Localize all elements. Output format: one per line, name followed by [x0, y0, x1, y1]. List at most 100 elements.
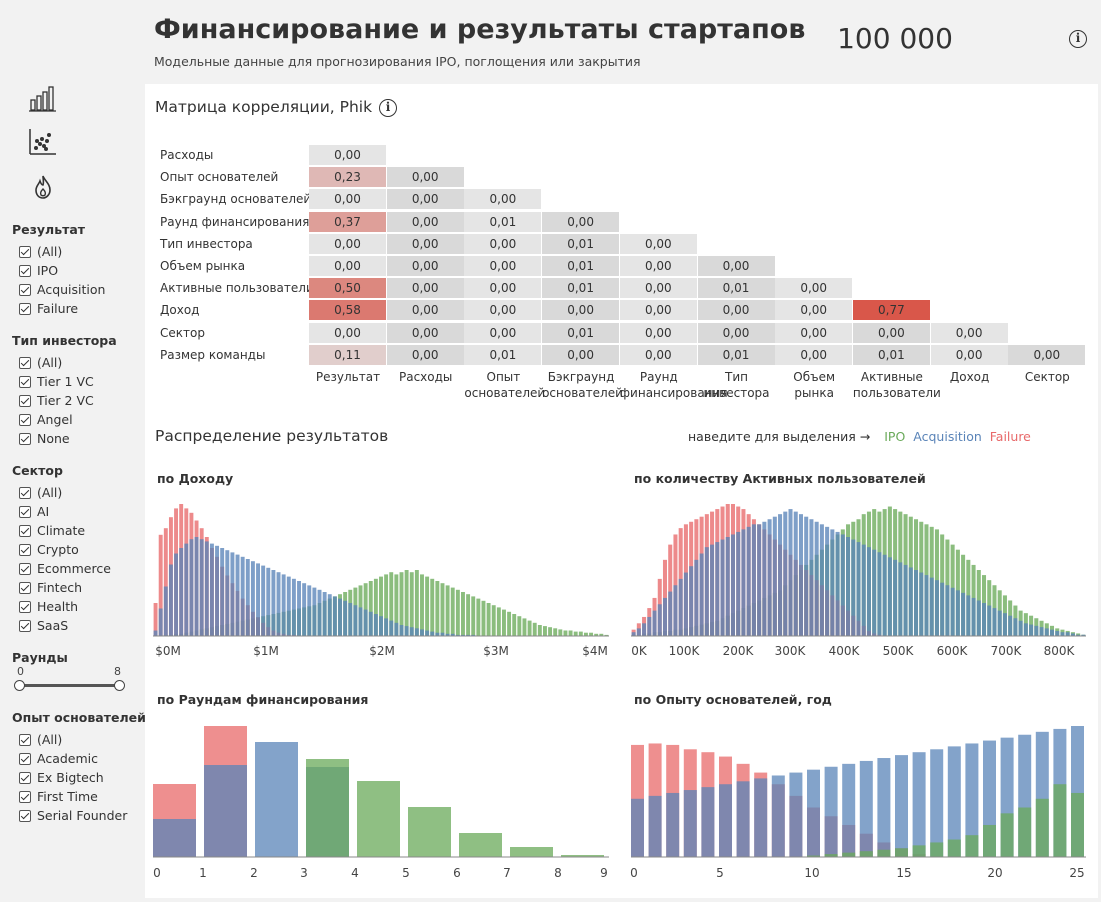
- bar-ipo[interactable]: [1018, 807, 1032, 857]
- hist-bar-acquisition[interactable]: [245, 559, 250, 636]
- bar-ipo[interactable]: [1053, 784, 1067, 857]
- hist-bar-acquisition[interactable]: [420, 629, 424, 636]
- hist-bar-acquisition[interactable]: [332, 596, 337, 636]
- hist-bar-acquisition[interactable]: [1081, 634, 1086, 636]
- matrix-cell[interactable]: 0,00: [464, 189, 542, 210]
- matrix-cell[interactable]: 0,11: [309, 344, 386, 365]
- matrix-cell[interactable]: 0,01: [542, 233, 620, 254]
- hist-bar-ipo[interactable]: [507, 611, 512, 636]
- hist-bar-ipo[interactable]: [599, 633, 604, 636]
- hist-bar-acquisition[interactable]: [793, 511, 798, 636]
- checkbox-checked-icon[interactable]: [19, 394, 31, 407]
- hist-bar-ipo[interactable]: [471, 596, 476, 636]
- bar-ipo[interactable]: [859, 851, 873, 857]
- checkbox-checked-icon[interactable]: [19, 771, 31, 784]
- scatter-icon[interactable]: [29, 129, 57, 155]
- hist-bar-acquisition[interactable]: [997, 610, 1002, 636]
- hist-bar-acquisition[interactable]: [256, 563, 260, 636]
- bar-acquisition[interactable]: [255, 742, 298, 857]
- experience-option-3[interactable]: First Time: [19, 787, 98, 806]
- hist-bar-acquisition[interactable]: [184, 543, 189, 636]
- hist-bar-ipo[interactable]: [496, 607, 501, 636]
- hist-bar-acquisition[interactable]: [1065, 632, 1070, 636]
- hist-bar-acquisition[interactable]: [668, 591, 673, 636]
- matrix-cell[interactable]: 0,00: [619, 322, 697, 343]
- hist-bar-acquisition[interactable]: [440, 632, 445, 636]
- hist-bar-acquisition[interactable]: [945, 585, 950, 636]
- matrix-cell[interactable]: 0,01: [542, 278, 620, 299]
- hist-bar-acquisition[interactable]: [767, 519, 772, 636]
- hist-bar-acquisition[interactable]: [736, 531, 741, 636]
- hist-bar-ipo[interactable]: [409, 572, 414, 636]
- hist-bar-acquisition[interactable]: [934, 580, 939, 636]
- hist-bar-acquisition[interactable]: [814, 521, 819, 636]
- bar-ipo[interactable]: [1035, 798, 1049, 857]
- filter-2-option-6[interactable]: Health: [19, 597, 78, 616]
- hist-bar-acquisition[interactable]: [898, 562, 903, 636]
- hist-bar-acquisition[interactable]: [435, 632, 440, 636]
- matrix-cell[interactable]: 0,00: [309, 145, 386, 165]
- matrix-cell[interactable]: 0,00: [386, 189, 464, 210]
- bar-acquisition[interactable]: [912, 752, 926, 857]
- hist-bar-ipo[interactable]: [491, 605, 496, 636]
- hist-bar-acquisition[interactable]: [338, 598, 342, 636]
- hist-bar-acquisition[interactable]: [772, 516, 777, 636]
- hist-bar-acquisition[interactable]: [404, 626, 409, 636]
- bar-ipo[interactable]: [1071, 792, 1084, 857]
- hist-bar-ipo[interactable]: [425, 576, 430, 636]
- hist-bar-acquisition[interactable]: [1023, 623, 1028, 636]
- matrix-cell[interactable]: 0,00: [852, 322, 930, 343]
- hist-bar-acquisition[interactable]: [394, 622, 399, 636]
- matrix-cell[interactable]: 0,00: [542, 211, 620, 232]
- hist-bar-acquisition[interactable]: [903, 564, 908, 636]
- bar-acquisition[interactable]: [930, 749, 944, 857]
- hist-bar-ipo[interactable]: [455, 589, 460, 636]
- hist-bar-acquisition[interactable]: [778, 514, 783, 636]
- bar-ipo[interactable]: [895, 848, 908, 857]
- hist-bar-ipo[interactable]: [486, 603, 491, 636]
- rounds-slider-min-handle[interactable]: [14, 680, 25, 691]
- hist-bar-acquisition[interactable]: [266, 567, 271, 636]
- matrix-cell[interactable]: 0,00: [386, 344, 464, 365]
- hist-bar-acquisition[interactable]: [1060, 632, 1065, 636]
- bar-acquisition[interactable]: [736, 781, 750, 857]
- bar-ipo[interactable]: [842, 852, 856, 857]
- flame-icon[interactable]: [33, 175, 53, 199]
- hist-bar-ipo[interactable]: [379, 576, 383, 636]
- matrix-cell[interactable]: 0,00: [1008, 344, 1086, 365]
- filter-0-option-3[interactable]: Failure: [19, 299, 78, 318]
- hist-bar-acquisition[interactable]: [189, 539, 194, 636]
- hist-bar-acquisition[interactable]: [307, 585, 312, 636]
- bar-ipo[interactable]: [807, 855, 820, 857]
- hist-bar-acquisition[interactable]: [877, 552, 882, 636]
- hist-bar-acquisition[interactable]: [636, 628, 641, 636]
- hist-bar-acquisition[interactable]: [662, 597, 668, 636]
- hist-bar-ipo[interactable]: [563, 630, 568, 637]
- filter-2-option-7[interactable]: SaaS: [19, 616, 68, 635]
- hist-bar-ipo[interactable]: [384, 574, 389, 636]
- hist-bar-acquisition[interactable]: [976, 600, 981, 636]
- hist-bar-acquisition[interactable]: [887, 557, 892, 636]
- matrix-cell[interactable]: 0,00: [697, 322, 775, 343]
- hist-bar-failure[interactable]: [153, 603, 158, 636]
- hist-bar-acquisition[interactable]: [830, 529, 835, 636]
- matrix-cell[interactable]: 0,01: [697, 344, 775, 365]
- hist-bar-acquisition[interactable]: [271, 570, 276, 636]
- checkbox-checked-icon[interactable]: [19, 733, 31, 746]
- hist-bar-acquisition[interactable]: [647, 616, 652, 636]
- hist-bar-acquisition[interactable]: [1034, 625, 1039, 636]
- matrix-cell[interactable]: 0,58: [309, 300, 386, 321]
- hist-bar-acquisition[interactable]: [389, 620, 394, 636]
- bar-ipo[interactable]: [965, 835, 979, 857]
- hist-bar-ipo[interactable]: [537, 625, 542, 636]
- hist-bar-acquisition[interactable]: [384, 618, 389, 636]
- hist-bar-acquisition[interactable]: [1029, 624, 1034, 636]
- matrix-cell[interactable]: 0,00: [309, 322, 386, 343]
- hist-bar-acquisition[interactable]: [455, 634, 460, 636]
- matrix-cell[interactable]: 0,00: [386, 278, 464, 299]
- hist-bar-acquisition[interactable]: [368, 611, 373, 636]
- hist-bar-ipo[interactable]: [578, 631, 583, 636]
- checkbox-checked-icon[interactable]: [19, 413, 31, 426]
- hist-bar-acquisition[interactable]: [158, 608, 163, 637]
- hist-bar-acquisition[interactable]: [678, 578, 683, 636]
